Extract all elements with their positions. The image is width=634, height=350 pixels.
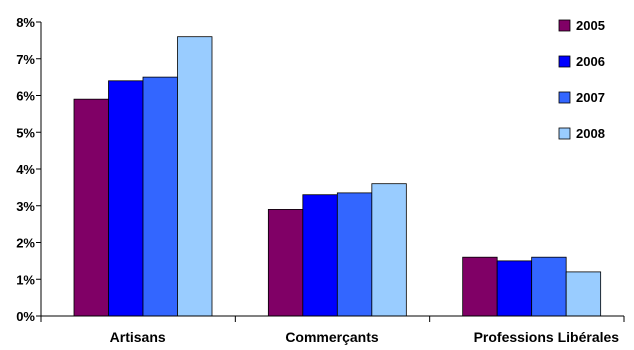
y-tick-label: 3% [16, 199, 35, 214]
y-tick-label: 8% [16, 15, 35, 30]
x-category-label: Commerçants [285, 329, 379, 345]
legend-label: 2006 [576, 54, 605, 69]
y-tick-label: 7% [16, 52, 35, 67]
y-tick-label: 1% [16, 272, 35, 287]
legend-swatch-2005 [558, 19, 571, 32]
bar-2007-2 [531, 256, 567, 317]
y-tick-label: 0% [16, 309, 35, 324]
legend-label: 2005 [576, 18, 605, 33]
legend-label: 2007 [576, 90, 605, 105]
y-tick-label: 4% [16, 162, 35, 177]
y-tick-label: 5% [16, 125, 35, 140]
bar-2006-0 [108, 80, 144, 317]
legend: 2005 2006 2007 2008 [558, 18, 605, 141]
legend-swatch-2007 [558, 91, 571, 104]
x-category-label: Artisans [110, 329, 166, 345]
y-tick-label: 6% [16, 89, 35, 104]
bar-2008-2 [565, 271, 602, 317]
y-tick-label: 2% [16, 236, 35, 251]
bar-2007-1 [336, 192, 373, 317]
x-axis: Artisans Commerçants Professions Libérales [110, 329, 620, 345]
bar-2006-1 [302, 194, 338, 317]
x-category-label: Professions Libérales [474, 329, 620, 345]
bar-2006-2 [496, 260, 533, 317]
bar-2005-1 [267, 209, 304, 317]
legend-label: 2008 [576, 126, 605, 141]
bar-2005-0 [73, 98, 109, 317]
y-axis: 0% 1% 2% 3% 4% 5% 6% 7% 8% [16, 15, 41, 324]
bar-2008-1 [371, 183, 407, 317]
bars [73, 36, 602, 317]
axes [40, 22, 625, 322]
legend-swatch-2008 [558, 127, 571, 140]
bar-2008-0 [177, 36, 213, 317]
bar-2007-0 [142, 76, 178, 317]
bar-2005-2 [462, 256, 498, 317]
legend-swatch-2006 [558, 55, 571, 68]
